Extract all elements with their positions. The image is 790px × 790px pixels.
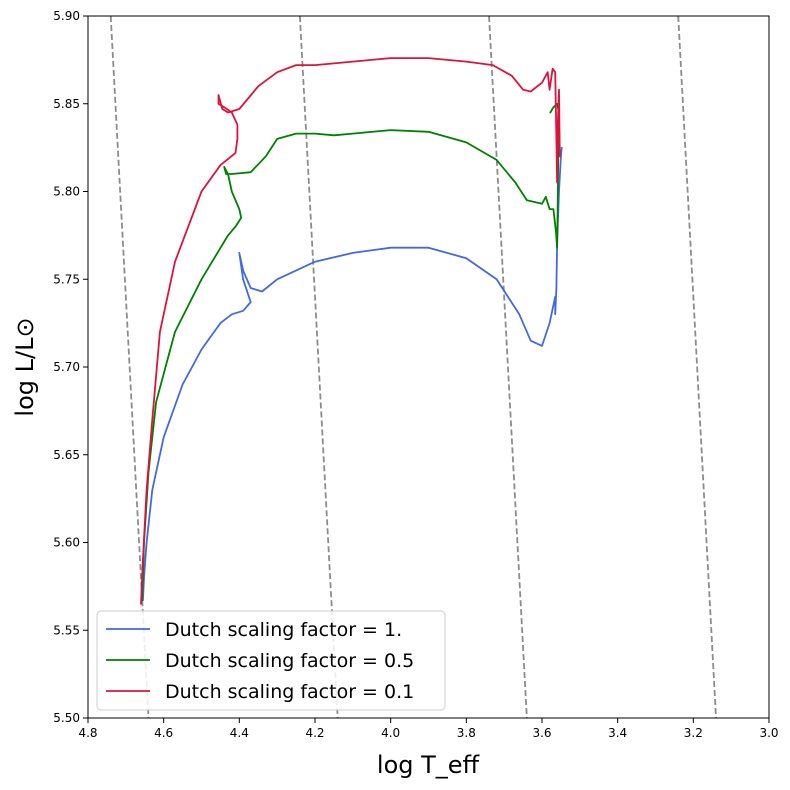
y-tick-label: 5.90 [53, 9, 80, 23]
legend-label-2: Dutch scaling factor = 0.5 [165, 650, 414, 672]
x-tick-label: 4.2 [305, 726, 324, 740]
x-tick-label: 4.0 [381, 726, 400, 740]
y-tick-label: 5.80 [53, 185, 80, 199]
y-axis-label: log L/L⊙ [11, 317, 39, 416]
y-tick-label: 5.70 [53, 360, 80, 374]
y-axis-ticks: 5.50 5.55 5.60 5.65 5.70 5.75 5.80 5.85 5.90 [53, 9, 88, 725]
legend: Dutch scaling factor = 1. Dutch scaling f… [96, 610, 446, 711]
y-tick-label: 5.60 [53, 536, 80, 550]
y-tick-label: 5.75 [53, 272, 80, 286]
y-tick-label: 5.50 [53, 711, 80, 725]
y-tick-label: 5.55 [53, 623, 80, 637]
legend-label-3: Dutch scaling factor = 0.1 [165, 681, 414, 703]
y-tick-label: 5.85 [53, 97, 80, 111]
x-axis-label: log T_eff [377, 751, 480, 779]
x-tick-label: 4.4 [230, 726, 249, 740]
reference-line-3 [488, 16, 528, 718]
series-line-1 [142, 146, 563, 602]
reference-line-4 [677, 16, 717, 718]
x-tick-label: 3.8 [457, 726, 476, 740]
legend-box [96, 610, 446, 711]
series-line-3 [140, 57, 561, 605]
y-tick-label: 5.65 [53, 448, 80, 462]
series-line-2 [141, 102, 560, 602]
x-tick-label: 3.4 [608, 726, 627, 740]
x-tick-label: 4.8 [78, 726, 97, 740]
x-axis-ticks: 4.8 4.6 4.4 4.2 4.0 3.8 3.6 3.4 3.2 3.0 [78, 718, 779, 740]
x-tick-label: 4.6 [154, 726, 173, 740]
x-tick-label: 3.2 [684, 726, 703, 740]
x-tick-label: 3.0 [759, 726, 778, 740]
x-tick-label: 3.6 [532, 726, 551, 740]
legend-label-1: Dutch scaling factor = 1. [165, 619, 402, 641]
series-lines [140, 57, 563, 605]
